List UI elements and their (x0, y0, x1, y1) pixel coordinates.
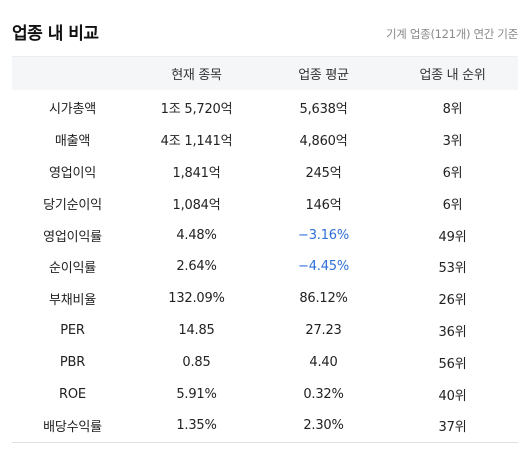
industry-rank-value: 6위 (442, 197, 463, 213)
industry-rank-value: 40위 (438, 388, 467, 404)
current-value: 5.91% (176, 386, 217, 402)
table-row: 영업이익률 4.48% −3.16% 49위 (12, 219, 518, 251)
industry-average-value: 27.23 (305, 322, 342, 338)
industry-average-value: 245억 (305, 165, 342, 181)
current-value: 14.85 (178, 322, 215, 338)
industry-average-value: 2.30% (260, 409, 387, 443)
table-row: 영업이익 1,841억 245억 6위 (12, 156, 518, 188)
panel-header: 업종 내 비교 기계 업종(121개) 연간 기준 (12, 20, 518, 48)
industry-rank-value: 37위 (387, 409, 518, 443)
industry-rank-value: 8위 (442, 102, 463, 118)
table-row: 시가총액 1조 5,720억 5,638억 8위 (12, 90, 518, 124)
industry-average-value: 146억 (305, 197, 342, 213)
current-value: 1.35% (133, 409, 260, 443)
panel-title: 업종 내 비교 (12, 24, 99, 44)
current-value: 2.64% (176, 259, 217, 275)
table-row: 배당수익률 1.35% 2.30% 37위 (12, 409, 518, 443)
industry-average-value: 4.40 (309, 354, 338, 370)
metric-label: 영업이익률 (43, 229, 102, 245)
metric-label: 매출액 (54, 134, 91, 150)
industry-rank-value: 53위 (438, 261, 467, 277)
industry-rank-value: 56위 (438, 356, 467, 372)
metric-label: 당기순이익 (43, 197, 102, 213)
panel-subtitle: 기계 업종(121개) 연간 기준 (385, 27, 518, 41)
metric-label: 배당수익률 (12, 409, 133, 443)
metric-label: ROE (59, 386, 86, 402)
table-row: 순이익률 2.64% −4.45% 53위 (12, 251, 518, 283)
industry-rank-value: 36위 (438, 324, 467, 340)
table-row: PBR 0.85 4.40 56위 (12, 346, 518, 378)
industry-average-value: 4,860억 (299, 134, 348, 150)
industry-rank-value: 3위 (442, 134, 463, 150)
current-value: 4조 1,141억 (160, 134, 233, 150)
table-row: 부채비율 132.09% 86.12% 26위 (12, 283, 518, 315)
table-row: 매출액 4조 1,141억 4,860억 3위 (12, 124, 518, 156)
industry-average-value: −4.45% (298, 259, 349, 275)
industry-average-value: −3.16% (298, 227, 349, 243)
industry-average-value: 5,638억 (299, 102, 348, 118)
metric-label: 부채비율 (48, 293, 97, 309)
comparison-table: 현재 종목 업종 평균 업종 내 순위 시가총액 1조 5,720억 5,638억 8… (12, 56, 518, 443)
table-row: ROE 5.91% 0.32% 40위 (12, 378, 518, 410)
column-header-rank: 업종 내 순위 (387, 56, 518, 90)
current-value: 132.09% (168, 291, 225, 307)
current-value: 1조 5,720억 (160, 102, 233, 118)
metric-label: PER (60, 322, 85, 338)
industry-average-value: 86.12% (299, 291, 348, 307)
metric-label: 영업이익 (48, 165, 97, 181)
metric-label: PBR (59, 354, 86, 370)
industry-average-value: 0.32% (303, 386, 344, 402)
current-value: 4.48% (176, 227, 217, 243)
column-header-average: 업종 평균 (260, 56, 387, 90)
table-header-row: 현재 종목 업종 평균 업종 내 순위 (12, 56, 518, 90)
current-value: 1,841억 (172, 165, 221, 181)
industry-rank-value: 49위 (438, 229, 467, 245)
current-value: 1,084억 (172, 197, 221, 213)
column-header-metric (12, 56, 133, 90)
column-header-current: 현재 종목 (133, 56, 260, 90)
table-row: 당기순이익 1,084억 146억 6위 (12, 187, 518, 219)
metric-label: 순이익률 (48, 261, 97, 277)
table-row: PER 14.85 27.23 36위 (12, 315, 518, 347)
current-value: 0.85 (182, 354, 211, 370)
industry-rank-value: 6위 (442, 165, 463, 181)
industry-rank-value: 26위 (438, 293, 467, 309)
metric-label: 시가총액 (48, 102, 97, 118)
